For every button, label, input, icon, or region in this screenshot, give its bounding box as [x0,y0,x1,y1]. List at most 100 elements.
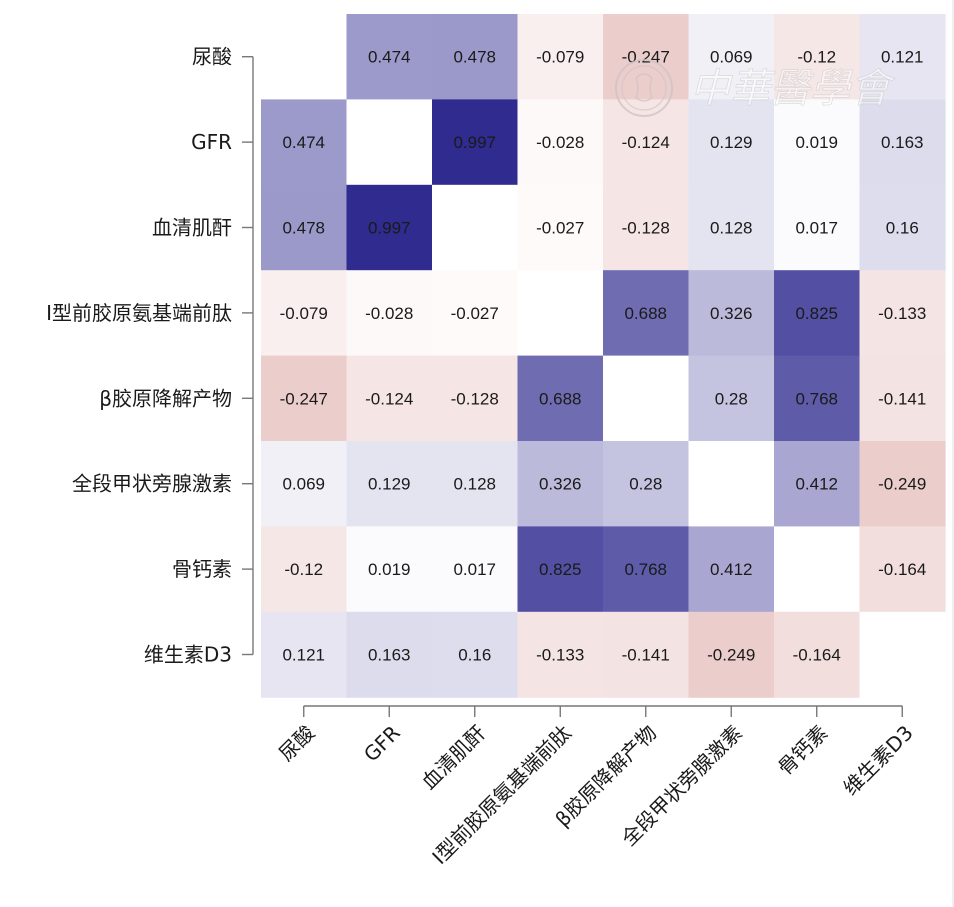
heatmap-cell-3-7 [859,270,946,357]
heatmap-cell-4-5 [688,355,775,442]
page-edge [952,0,954,907]
cell-value-label: 0.069 [282,475,325,494]
heatmap-cell-1-2 [432,99,519,186]
heatmap-cell-1-0 [261,99,348,186]
heatmap-cell-5-1 [346,441,433,527]
x-tick-label: 维生素D3 [839,721,918,800]
watermark: 中華醫學會 [615,59,895,117]
y-tick-label: β胶原降解产物 [99,386,232,410]
cell-value-label: 0.16 [886,219,919,238]
cell-value-label: 0.28 [629,475,662,494]
heatmap-cell-3-1 [346,270,433,357]
cell-value-label: 0.768 [795,389,838,408]
heatmap-cell-2-3 [517,184,604,271]
cell-value-label: -0.12 [284,560,323,579]
heatmap-cell-6-5 [688,526,775,613]
cell-value-label: 0.412 [710,560,753,579]
cell-value-label: -0.027 [451,304,499,323]
cell-value-label: -0.128 [451,389,499,408]
cell-value-label: 0.129 [710,133,753,152]
cell-value-label: 0.017 [453,560,496,579]
heatmap-cell-0-1 [346,14,433,100]
cell-value-label: 0.128 [710,219,753,238]
cell-value-label: 0.478 [453,48,496,67]
heatmap-cell-2-0 [261,184,348,271]
heatmap-cell-7-5 [688,611,775,698]
heatmap-cell-7-2 [432,611,519,698]
y-axis: 尿酸 GFR 血清肌酐 I型前胶原氨基端前肽 β胶原降解产物全段甲状旁腺激素骨钙素维生素… [46,45,254,667]
heatmap-cell-0-6 [774,14,861,100]
cell-value-label: 0.478 [282,219,325,238]
y-tick-label: 全段甲状旁腺激素 [72,472,232,496]
cell-value-label: 0.017 [795,219,838,238]
cell-value-label: -0.141 [622,646,670,665]
cell-value-label: 0.16 [458,646,491,665]
heatmap-cell-6-3 [517,526,604,613]
heatmap-cell-1-6 [774,99,861,186]
cell-value-label: -0.247 [280,389,328,408]
heatmap-values: 0.474 0.478 -0.079 -0.247 0.069 -0.12 0.121 0.4… [280,48,927,665]
heatmap-cell-5-6 [774,441,861,527]
cell-value-label: -0.124 [622,133,670,152]
y-tick-label: 尿酸 [192,45,232,69]
heatmap-cell-1-3 [517,99,604,186]
heatmap-cell-4-1 [346,355,433,442]
heatmap-cell-7-6 [774,611,861,698]
heatmap-cell-1-1 [346,99,433,186]
cell-value-label: 0.825 [795,304,838,323]
heatmap-cell-4-2 [432,355,519,442]
heatmap-cell-3-5 [688,270,775,357]
heatmap-cell-5-3 [517,441,604,527]
heatmap-cell-2-1 [346,184,433,271]
heatmap-cell-1-4 [603,99,690,186]
cell-value-label: 0.688 [624,304,667,323]
cell-value-label: 0.019 [368,560,411,579]
heatmap-cell-7-1 [346,611,433,698]
x-tick-label: 尿酸 [274,721,319,766]
y-tick-label: GFR [191,130,232,154]
cell-value-label: 0.997 [368,219,411,238]
heatmap-cell-7-3 [517,611,604,698]
heatmap-cell-2-6 [774,184,861,271]
heatmap-cell-0-3 [517,14,604,100]
cell-value-label: -0.079 [280,304,328,323]
x-tick-label: GFR [359,720,405,766]
cell-value-label: -0.249 [878,475,926,494]
cell-value-label: -0.164 [793,646,841,665]
heatmap-cell-0-7 [859,14,946,100]
heatmap-cell-2-2 [432,184,519,271]
heatmap-cell-4-0 [261,355,348,442]
heatmap-cell-3-3 [517,270,604,357]
heatmap-cell-5-0 [261,441,348,527]
cell-value-label: 0.474 [368,48,411,67]
heatmap-cell-7-0 [261,611,348,698]
cell-value-label: 0.129 [368,475,411,494]
y-tick-label: I型前胶原氨基端前肽 [46,301,232,325]
cell-value-label: 0.069 [710,48,753,67]
heatmap-cell-6-6 [774,526,861,613]
cell-value-label: 0.019 [795,133,838,152]
cell-value-label: 0.768 [624,560,667,579]
cell-value-label: 0.121 [881,48,924,67]
heatmap-cell-7-4 [603,611,690,698]
cell-value-label: -0.133 [536,646,584,665]
x-tick-label: 血清肌酐 [417,721,491,795]
heatmap-cell-4-6 [774,355,861,442]
heatmap-cell-7-7 [859,611,946,698]
heatmap-cell-6-1 [346,526,433,613]
heatmap-cell-3-2 [432,270,519,357]
heatmap-cell-3-4 [603,270,690,357]
heatmap-cell-5-2 [432,441,519,527]
y-tick-label: 骨钙素 [172,557,232,581]
heatmap-cell-6-4 [603,526,690,613]
cell-value-label: -0.128 [622,219,670,238]
heatmap-cell-2-4 [603,184,690,271]
heatmap-cell-3-0 [261,270,348,357]
heatmap-cell-0-4 [603,14,690,100]
cell-value-label: -0.027 [536,219,584,238]
cell-value-label: 0.163 [368,646,411,665]
cell-value-label: 0.474 [282,133,325,152]
cell-value-label: 0.825 [539,560,582,579]
